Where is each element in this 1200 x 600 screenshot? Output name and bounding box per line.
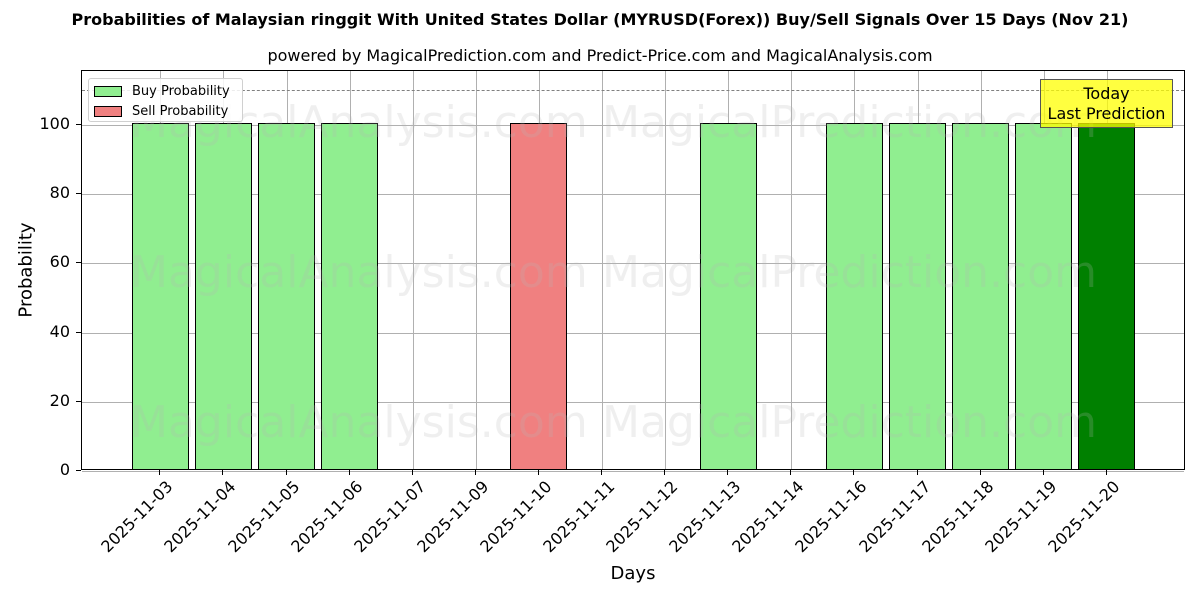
x-tick-mark xyxy=(285,470,287,475)
legend: Buy Probability Sell Probability xyxy=(88,78,243,122)
buy-bar xyxy=(889,122,946,469)
grid-line-vertical xyxy=(602,71,603,469)
chart-title: Probabilities of Malaysian ringgit With … xyxy=(71,10,1129,29)
x-tick-mark xyxy=(727,470,729,475)
sell-swatch-icon xyxy=(94,105,122,117)
chart-subtitle: powered by MagicalPrediction.com and Pre… xyxy=(267,46,933,65)
x-tick-mark xyxy=(790,470,792,475)
annotation-line1: Today xyxy=(1083,84,1130,103)
today-annotation: Today Last Prediction xyxy=(1040,79,1173,128)
y-tick-mark xyxy=(76,193,81,195)
sell-bar xyxy=(510,122,568,469)
x-tick-mark xyxy=(853,470,855,475)
x-tick-mark xyxy=(1042,470,1044,475)
grid-line-horizontal xyxy=(82,332,1184,334)
y-tick-label: 100 xyxy=(39,113,70,133)
grid-line-vertical xyxy=(665,71,667,469)
x-tick-mark xyxy=(411,470,413,475)
buy-bar xyxy=(825,122,883,469)
y-tick-label: 80 xyxy=(49,183,70,203)
legend-buy-label: Buy Probability xyxy=(132,83,230,99)
y-axis-label: Probability xyxy=(15,222,37,318)
buy-bar xyxy=(321,122,379,469)
grid-line-vertical xyxy=(475,71,477,469)
reference-line xyxy=(82,90,1184,92)
x-tick-mark xyxy=(664,470,666,475)
annotation-line2: Last Prediction xyxy=(1047,104,1166,123)
y-tick-mark xyxy=(76,262,81,264)
y-tick-label: 0 xyxy=(59,460,70,479)
y-tick-label: 20 xyxy=(49,390,70,410)
x-tick-mark xyxy=(474,470,476,475)
y-tick-mark xyxy=(76,123,81,125)
grid-line-horizontal xyxy=(82,401,1184,403)
buy-bar xyxy=(1078,122,1136,469)
buy-bar xyxy=(1015,122,1073,469)
y-tick-mark xyxy=(76,331,81,333)
x-tick-mark xyxy=(159,470,161,475)
buy-bar xyxy=(194,122,252,469)
legend-item-buy: Buy Probability xyxy=(94,81,230,101)
grid-line-horizontal xyxy=(82,124,1184,126)
x-tick-mark xyxy=(222,470,224,475)
x-tick-mark xyxy=(979,470,981,475)
plot-area: MagicalAnalysis.com MagicalPrediction.com… xyxy=(81,70,1185,472)
x-tick-mark xyxy=(348,470,350,475)
legend-sell-label: Sell Probability xyxy=(132,103,229,119)
y-tick-label: 60 xyxy=(49,252,70,272)
grid-line-horizontal xyxy=(82,194,1184,196)
grid-line-vertical xyxy=(412,71,414,469)
grid-line-vertical xyxy=(791,71,793,469)
y-tick-label: 40 xyxy=(49,321,70,341)
x-tick-mark xyxy=(916,470,918,475)
legend-item-sell: Sell Probability xyxy=(94,101,228,121)
x-tick-mark xyxy=(601,470,602,475)
y-tick-mark xyxy=(76,470,81,471)
x-tick-mark xyxy=(537,470,539,475)
y-tick-mark xyxy=(76,400,81,402)
grid-line-horizontal xyxy=(82,263,1184,265)
buy-bar xyxy=(131,122,189,469)
x-tick-mark xyxy=(1105,470,1107,475)
buy-bar xyxy=(699,122,757,469)
buy-bar xyxy=(258,122,315,469)
buy-bar xyxy=(952,122,1010,469)
x-axis-label: Days xyxy=(610,563,656,584)
grid-line-horizontal xyxy=(82,471,1184,472)
buy-swatch-icon xyxy=(94,85,122,97)
